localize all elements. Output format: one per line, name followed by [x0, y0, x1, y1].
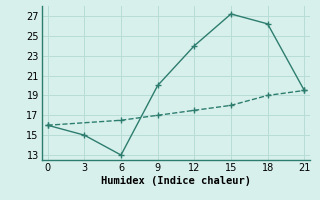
X-axis label: Humidex (Indice chaleur): Humidex (Indice chaleur) — [101, 176, 251, 186]
